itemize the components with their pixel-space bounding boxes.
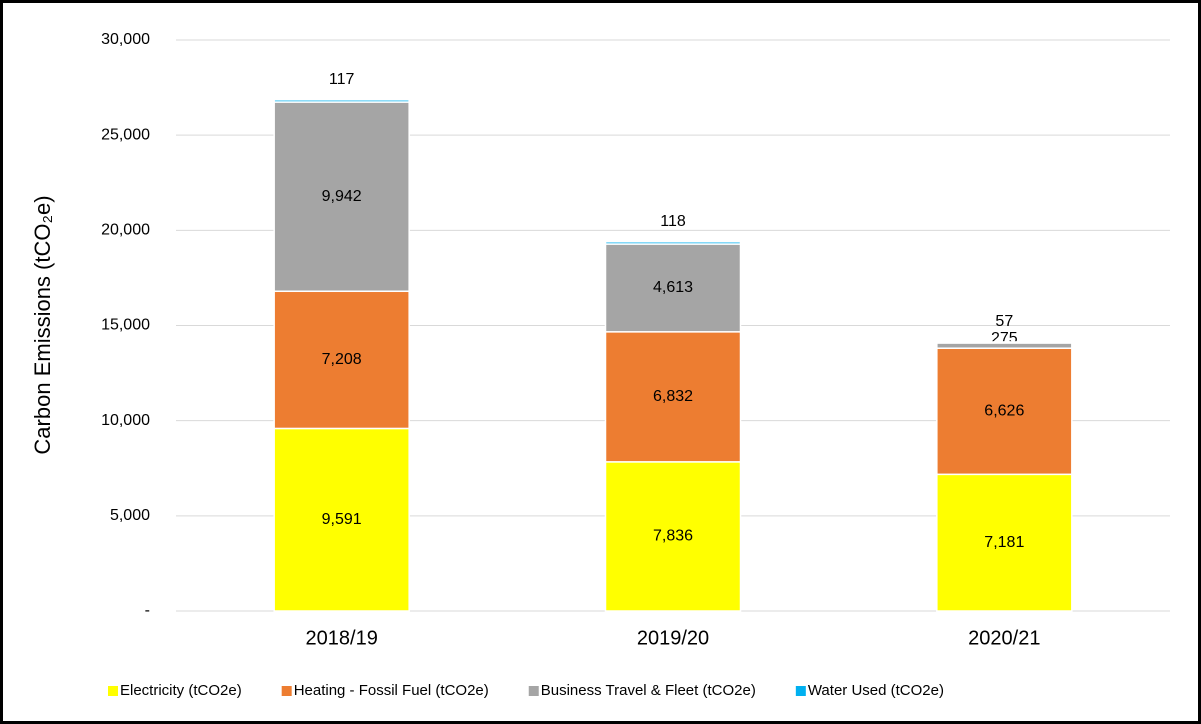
bar-segment [273, 101, 410, 293]
y-tick-label: - [145, 602, 150, 619]
data-label: 57 [995, 313, 1013, 330]
data-label: 7,208 [322, 351, 362, 368]
data-label: 4,613 [653, 279, 693, 296]
legend-label: Electricity (tCO2e) [120, 682, 242, 699]
bar-segment [604, 331, 742, 463]
y-tick-label: 25,000 [101, 126, 150, 143]
y-axis-label: Carbon Emissions (tCO₂e) [30, 195, 55, 454]
bar-segment [604, 241, 742, 245]
legend-swatch [108, 686, 118, 696]
bar-segment [273, 99, 410, 103]
y-tick-label: 30,000 [101, 31, 150, 48]
data-label: 275 [991, 330, 1018, 347]
legend-swatch [528, 686, 539, 696]
legend-label: Heating - Fossil Fuel (tCO2e) [294, 682, 489, 699]
bar-segment [936, 341, 1073, 344]
y-tick-label: 15,000 [101, 317, 150, 334]
data-label: 6,626 [984, 402, 1024, 419]
x-tick-label: 2018/19 [306, 627, 378, 649]
y-tick-label: 20,000 [101, 222, 150, 239]
data-label: 9,942 [322, 188, 362, 205]
bar-segment [936, 473, 1073, 612]
data-label: 7,836 [653, 528, 693, 545]
data-label: 117 [329, 71, 355, 88]
data-label: 9,591 [322, 511, 362, 528]
bar-segment [604, 461, 742, 612]
bar-segment [604, 243, 742, 333]
data-label: 7,181 [984, 534, 1024, 551]
x-tick-label: 2019/20 [637, 627, 709, 649]
y-tick-label: 10,000 [101, 412, 150, 429]
bar-segment [273, 427, 410, 612]
data-label: 6,832 [653, 388, 693, 405]
x-tick-label: 2020/21 [968, 627, 1040, 649]
bar-segment [936, 347, 1073, 476]
legend-swatch [281, 686, 292, 696]
y-tick-label: 5,000 [110, 507, 150, 524]
data-label: 118 [660, 213, 686, 230]
legend-label: Water Used (tCO2e) [808, 682, 944, 699]
bar-segment [273, 290, 410, 430]
legend-label: Business Travel & Fleet (tCO2e) [541, 682, 756, 699]
legend-swatch [795, 686, 806, 696]
